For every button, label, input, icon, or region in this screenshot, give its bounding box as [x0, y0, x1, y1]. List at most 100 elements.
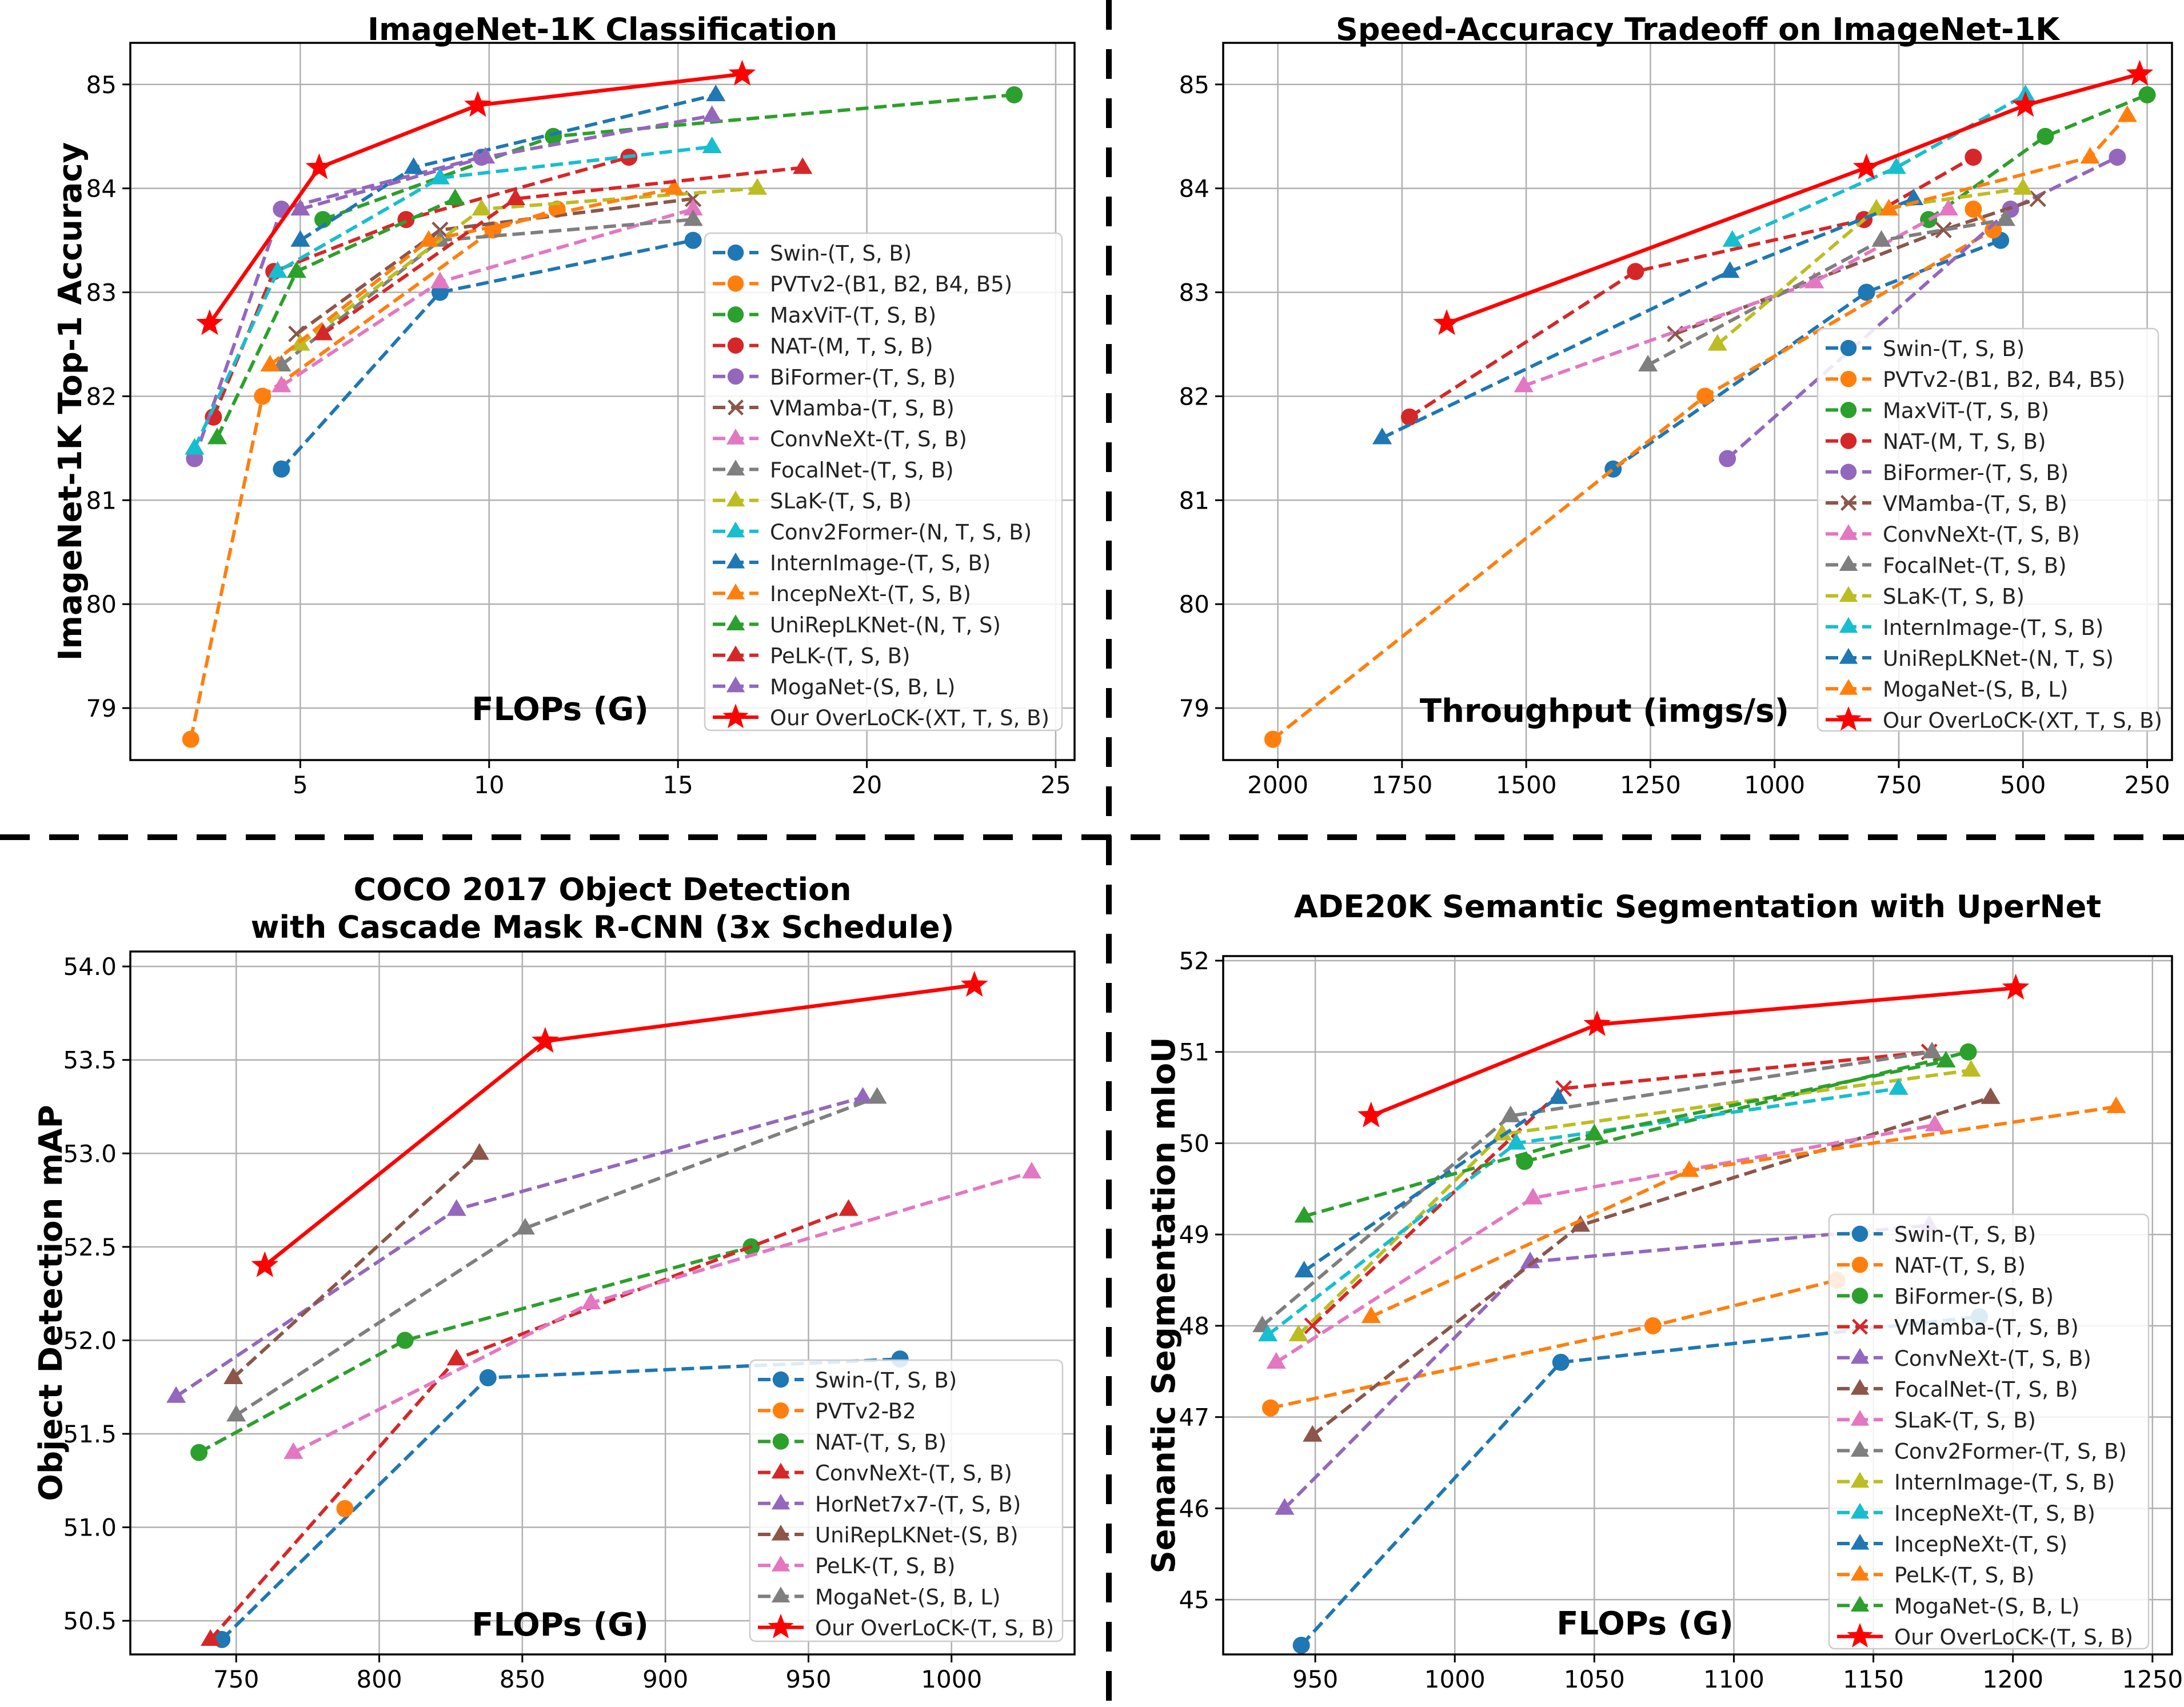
series-14: [1357, 973, 2030, 1128]
x-tick-label: 800: [356, 1665, 402, 1693]
data-point: [446, 1349, 466, 1366]
data-point: [284, 1442, 304, 1459]
chart-title: ImageNet-1K Classification: [368, 11, 837, 47]
x-tick-label: 5: [293, 771, 308, 799]
legend-label: IncepNeXt-(T, S): [1894, 1532, 2067, 1557]
legend-item: BiFormer-(T, S, B): [713, 365, 956, 390]
legend: Swin-(T, S, B) PVTv2-(B1, B2, B4, B5) MaxV…: [704, 232, 1063, 731]
data-point: [1005, 86, 1023, 103]
y-tick-label: 82: [86, 382, 117, 410]
data-point: [430, 167, 450, 185]
series-line: [198, 1245, 752, 1454]
data-point: [2138, 86, 2156, 103]
y-tick-label: 79: [1179, 694, 1209, 722]
legend-marker: [1840, 463, 1857, 481]
legend-marker: [771, 1493, 790, 1510]
data-point: [867, 1087, 887, 1104]
x-tick-label: 500: [2000, 771, 2046, 799]
series-line: [322, 166, 803, 335]
series-6: [1667, 190, 2046, 342]
x-tick-label: 950: [785, 1665, 831, 1693]
data-point: [961, 970, 988, 997]
data-point: [1021, 1162, 1042, 1179]
series-3: [314, 86, 1023, 229]
data-point: [853, 1087, 873, 1104]
data-point: [1935, 221, 1952, 238]
y-tick-label: 45: [1179, 1586, 1209, 1614]
legend-marker: [772, 1371, 789, 1388]
data-point: [505, 188, 526, 205]
legend-item: NAT-(M, T, S, B): [713, 334, 933, 359]
series-13: [207, 188, 465, 445]
legend-item: MaxViT-(T, S, B): [1826, 398, 2049, 423]
legend-label: ConvNeXt-(T, S, B): [1883, 522, 2080, 547]
legend-item: BiFormer-(T, S, B): [1826, 461, 2069, 485]
legend-item: Our OverLoCK-(XT, T, S, B): [1826, 706, 2162, 733]
y-tick-label: 84: [1179, 175, 1209, 203]
data-point: [260, 354, 280, 372]
legend-label: HorNet7x7-(T, S, B): [815, 1492, 1021, 1517]
data-point: [1266, 1352, 1286, 1369]
chart-panel-2: 2000 1750 1500 1250 1000 750 500 250 79 80 81 82 83 8…: [1179, 11, 2173, 799]
data-point: [185, 438, 205, 455]
legend-label: NAT-(T, S, B): [1894, 1253, 2026, 1278]
legend-box: [1828, 1213, 2150, 1650]
legend-label: MogaNet-(S, B, L): [1883, 677, 2068, 702]
legend-item: MogaNet-(S, B, L): [713, 675, 955, 699]
y-tick-label: 51.5: [63, 1420, 117, 1448]
legend-label: PVTv2-(B1, B2, B4, B5): [1883, 367, 2125, 392]
legend-item: SLaK-(T, S, B): [1826, 585, 2025, 609]
legend-label: NAT-(M, T, S, B): [770, 334, 933, 359]
legend-marker: [1850, 1348, 1870, 1364]
data-point: [664, 178, 684, 195]
legend-label: Conv2Former-(T, S, B): [1894, 1439, 2127, 1464]
series-line: [193, 145, 712, 449]
legend-item: MogaNet-(S, B, L): [1837, 1594, 2079, 1618]
series-10: [1258, 1078, 1908, 1342]
chart-title: Speed-Accuracy Tradeoff on ImageNet-1K: [1336, 11, 2061, 47]
data-point: [166, 1386, 186, 1403]
legend-label: SLaK-(T, S, B): [770, 489, 912, 514]
x-tick-label: 1000: [921, 1665, 982, 1693]
data-point: [1288, 1324, 1308, 1342]
legend-item: UniRepLKNet-(N, T, S): [1826, 646, 2114, 671]
legend-marker: [1839, 617, 1858, 633]
legend-marker: [727, 244, 744, 261]
data-point: [336, 1500, 354, 1517]
legend-marker: [1850, 1565, 1870, 1581]
series-4: [1400, 149, 1982, 426]
legend-marker: [726, 583, 745, 599]
series-6: [223, 1143, 489, 1385]
legend-marker: [1839, 679, 1858, 695]
data-point: [1679, 1160, 1699, 1177]
x-tick-label: 10: [474, 771, 504, 799]
data-point: [1292, 1637, 1310, 1654]
legend-item: VMamba-(T, S, B): [1837, 1316, 2079, 1340]
chart-title: COCO 2017 Object Detection: [353, 872, 851, 908]
data-point: [267, 261, 288, 278]
legend-item: PVTv2-B2: [758, 1399, 916, 1424]
x-tick-label: 1250: [1620, 771, 1681, 799]
data-point: [472, 199, 492, 216]
x-tick-label: 1200: [1982, 1665, 2043, 1693]
data-point: [290, 230, 310, 247]
data-point: [1627, 263, 1644, 281]
data-point: [2126, 59, 2154, 86]
legend-label: Swin-(T, S, B): [1894, 1222, 2036, 1247]
series-line: [1523, 207, 1950, 388]
data-point: [1920, 211, 1938, 229]
legend-marker: [1850, 1596, 1870, 1612]
plot-frame: [129, 950, 1076, 1656]
data-point: [1294, 1206, 1314, 1223]
legend-label: Our OverLoCK-(XT, T, S, B): [1883, 708, 2162, 733]
x-axis-label: FLOPs (G): [472, 1606, 649, 1644]
legend-item: MaxViT-(T, S, B): [713, 303, 936, 327]
x-axis-label: FLOPs (G): [1556, 1605, 1734, 1642]
data-point: [251, 1251, 279, 1277]
legend-marker: [1839, 647, 1858, 664]
legend-marker: [1850, 1378, 1870, 1395]
legend-marker: [726, 521, 745, 538]
chart-title: ADE20K Semantic Segmentation with UperNe…: [1294, 889, 2101, 925]
data-point: [201, 1629, 221, 1646]
series-13: [1294, 1050, 1956, 1223]
